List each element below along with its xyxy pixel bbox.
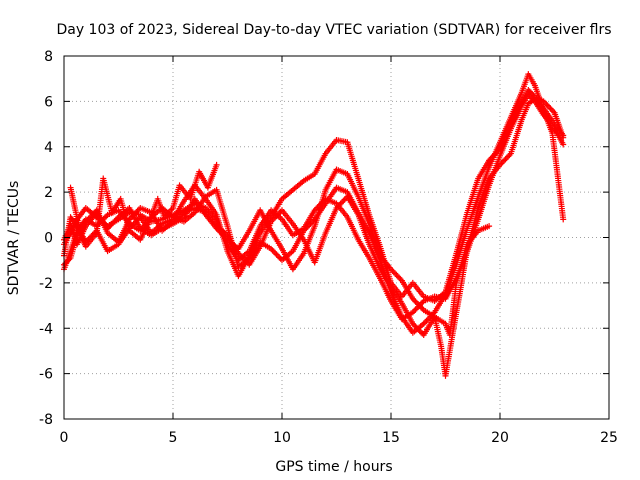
y-tick-label: 2 bbox=[44, 185, 53, 201]
x-tick-label: 10 bbox=[273, 430, 291, 446]
x-axis-label: GPS time / hours bbox=[275, 459, 392, 475]
y-tick-label: -2 bbox=[39, 276, 53, 292]
data-point bbox=[525, 87, 532, 94]
data-points bbox=[61, 71, 567, 379]
axis-ticks bbox=[63, 55, 610, 420]
x-tick-label: 15 bbox=[382, 430, 400, 446]
y-tick-label: -6 bbox=[39, 367, 53, 383]
y-tick-label: 0 bbox=[44, 231, 53, 247]
chart-title: Day 103 of 2023, Sidereal Day-to-day VTE… bbox=[56, 22, 611, 38]
data-point bbox=[486, 223, 493, 230]
y-tick-label: 6 bbox=[44, 94, 53, 110]
data-point bbox=[526, 88, 533, 95]
tick-labels: 0 5 10 15 20 25 -8 -6 -4 -2 0 2 4 6 8 bbox=[39, 49, 618, 446]
y-tick-label: 8 bbox=[44, 49, 53, 65]
data-point bbox=[560, 141, 567, 148]
x-tick-label: 20 bbox=[491, 430, 509, 446]
data-point bbox=[63, 259, 70, 266]
y-tick-label: -4 bbox=[39, 321, 53, 337]
y-tick-label: 4 bbox=[44, 140, 53, 156]
data-point bbox=[527, 89, 534, 96]
data-point bbox=[62, 260, 69, 267]
y-tick-label: -8 bbox=[39, 412, 53, 428]
data-point bbox=[560, 132, 567, 139]
data-point bbox=[213, 161, 220, 168]
data-point bbox=[560, 216, 567, 223]
y-axis-label: SDTVAR / TECUs bbox=[6, 181, 22, 296]
data-point bbox=[529, 91, 536, 98]
data-point bbox=[64, 257, 71, 264]
x-tick-label: 0 bbox=[60, 430, 69, 446]
grid bbox=[64, 56, 609, 419]
x-tick-label: 25 bbox=[600, 430, 618, 446]
data-point bbox=[66, 256, 73, 263]
x-tick-label: 5 bbox=[169, 430, 178, 446]
